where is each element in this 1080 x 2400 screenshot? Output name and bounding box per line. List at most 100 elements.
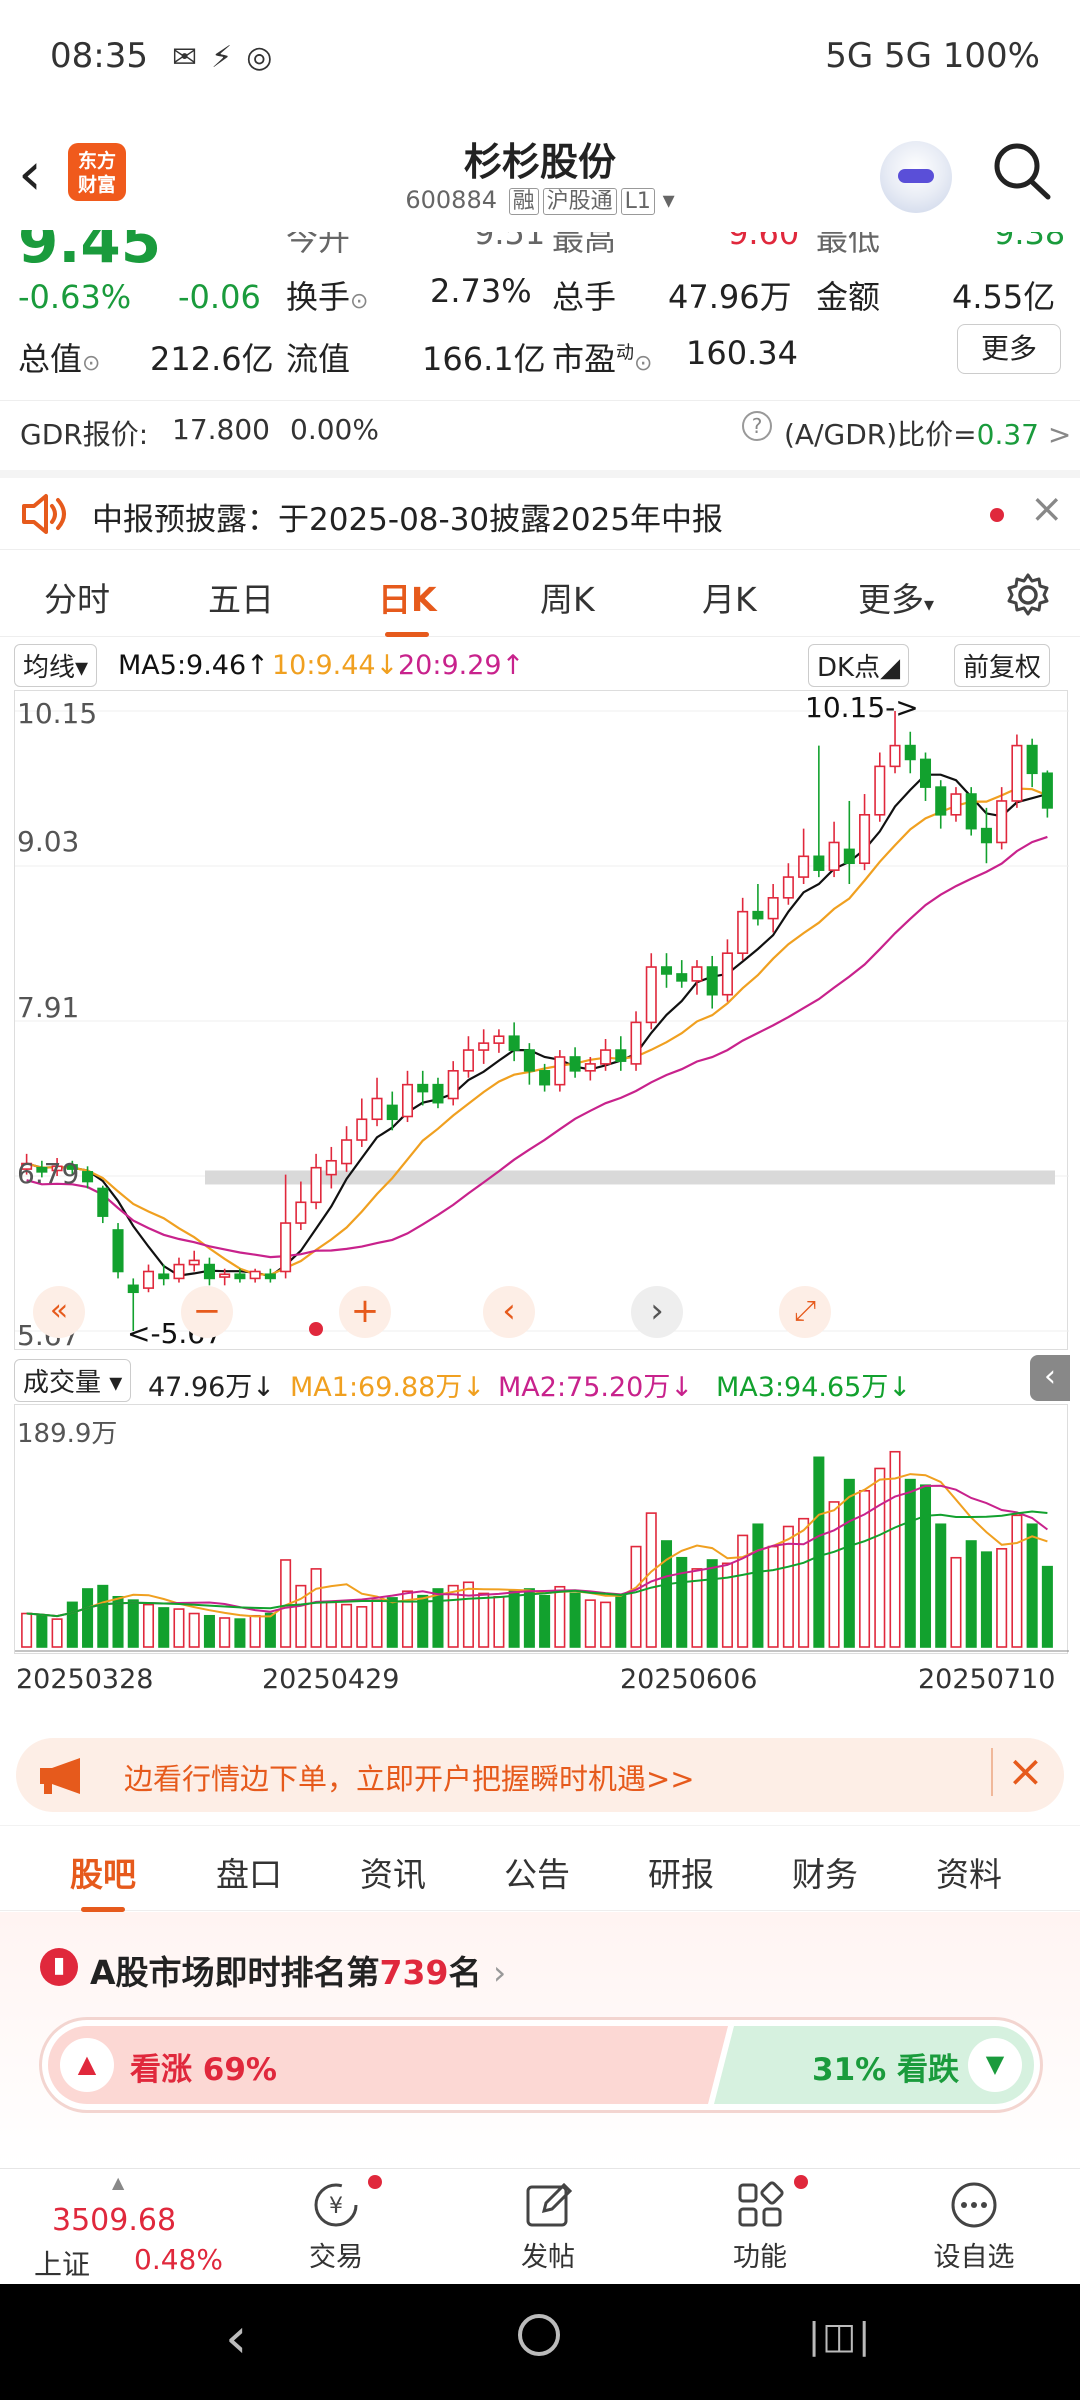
candle-body <box>127 1284 139 1294</box>
ma-select[interactable]: 均线▾ <box>14 644 98 687</box>
volume-bar <box>447 1584 459 1648</box>
candle-body <box>721 952 733 996</box>
scroll-left-icon[interactable]: ‹ <box>483 1286 535 1338</box>
mcap-label[interactable]: 总值⊙ <box>18 340 101 378</box>
grid-icon <box>738 2181 784 2227</box>
candle-body <box>904 744 916 761</box>
tab-announcements[interactable]: 公告 <box>504 1855 570 1894</box>
tab-more[interactable]: 更多▾ <box>858 580 935 619</box>
tab-research[interactable]: 研报 <box>648 1855 714 1894</box>
volume-bar <box>615 1594 627 1648</box>
adjust-button[interactable]: 前复权 <box>954 644 1051 687</box>
rank-text[interactable]: A股市场即时排名第739名 › <box>90 1953 507 1992</box>
volume-chart[interactable]: 189.9万 <box>14 1404 1069 1654</box>
collapse-panel-icon[interactable]: ‹ <box>1030 1355 1070 1401</box>
volume-bar <box>737 1534 749 1648</box>
tab-finance[interactable]: 财务 <box>792 1855 858 1894</box>
nav-home-icon[interactable] <box>518 2314 560 2356</box>
candle-body <box>142 1270 155 1289</box>
volume-bar <box>919 1484 932 1648</box>
volume-bar <box>249 1614 261 1648</box>
tag-margin: 融 <box>508 188 539 215</box>
candle-body <box>843 848 855 865</box>
candle-body <box>234 1273 246 1280</box>
candle-body <box>950 793 962 816</box>
candle-body <box>782 876 794 899</box>
volume-bar <box>904 1478 916 1648</box>
indicator-select[interactable]: 成交量 ▾ <box>14 1359 132 1402</box>
vol-ma3-line <box>26 1510 1048 1618</box>
candlestick-chart[interactable]: 10.15 9.03 7.91 6.79 5.67 10.15-> <-5.67… <box>14 690 1069 1352</box>
notice-text: 中报预披露：于2025-08-30披露2025年中报 <box>92 502 724 538</box>
nav-back-icon[interactable]: ‹ <box>225 2306 248 2371</box>
nav-recents-icon[interactable]: |◫| <box>808 2316 873 2357</box>
zoom-in-icon[interactable]: + <box>339 1286 391 1338</box>
dk-point-button[interactable]: DK点◢ <box>808 644 910 687</box>
marker-dot <box>309 1322 323 1336</box>
tab-monthly-k[interactable]: 月K <box>702 580 757 619</box>
pe-label[interactable]: 市盈动⊙ <box>552 340 653 378</box>
gdr-ratio[interactable]: (A/GDR)比价=0.37 > <box>784 418 1072 451</box>
dropdown-triangle-icon[interactable]: ▾ <box>662 186 675 214</box>
bullish-bar[interactable] <box>48 2026 728 2104</box>
band-overlay <box>205 1170 1055 1185</box>
volume-bar <box>539 1594 551 1648</box>
help-icon[interactable]: ? <box>742 411 772 441</box>
candle-body <box>112 1229 124 1273</box>
volume-bar <box>706 1559 718 1648</box>
volume-bar <box>112 1595 124 1648</box>
candle-body <box>158 1273 170 1280</box>
volume-bar <box>493 1595 505 1648</box>
volume-bar <box>36 1614 48 1648</box>
tab-news[interactable]: 资讯 <box>360 1855 426 1894</box>
search-icon[interactable] <box>990 139 1054 203</box>
bearish-arrow-icon[interactable]: ▼ <box>968 2038 1022 2092</box>
scroll-left-fast-icon[interactable]: « <box>33 1286 85 1338</box>
volume-bar <box>950 1556 962 1648</box>
scroll-right-icon[interactable]: › <box>631 1286 683 1338</box>
volume-bar <box>813 1456 825 1648</box>
settings-gear-icon[interactable] <box>1004 571 1052 619</box>
notice-bar[interactable]: 中报预披露：于2025-08-30披露2025年中报 × <box>0 470 1080 550</box>
promo-banner[interactable]: 边看行情边下单，立即开户把握瞬时机遇>> × <box>16 1738 1064 1812</box>
close-icon[interactable]: × <box>1030 486 1064 532</box>
volume-bar <box>158 1607 170 1648</box>
system-nav-bar: ‹ |◫| <box>0 2284 1080 2400</box>
candle-body <box>264 1273 276 1280</box>
add-watchlist-button[interactable]: 设自选 <box>904 2179 1044 2274</box>
index-pct: 0.48% <box>134 2243 223 2276</box>
gdr-label: GDR报价: <box>20 418 149 451</box>
ma5-line <box>26 773 1048 1278</box>
volume-bar <box>51 1618 63 1648</box>
tab-five-day[interactable]: 五日 <box>208 580 274 619</box>
volume-legend: 成交量 ▾ 47.96万↓ MA1:69.88万↓ MA2:75.20万↓ MA… <box>0 1355 1080 1405</box>
tab-weekly-k[interactable]: 周K <box>540 580 595 619</box>
zoom-out-icon[interactable]: − <box>181 1286 233 1338</box>
megaphone-icon <box>40 1758 80 1794</box>
fullscreen-icon[interactable]: ⤢ <box>779 1286 831 1338</box>
tab-orderbook[interactable]: 盘口 <box>216 1855 282 1894</box>
turnover-label[interactable]: 换手⊙ <box>286 278 369 316</box>
post-button[interactable]: 发帖 <box>478 2179 618 2274</box>
stock-code-line[interactable]: 600884 融沪股通 L1 ▾ <box>0 183 1080 215</box>
low-label: 最低 <box>816 220 881 258</box>
tab-daily-k[interactable]: 日K <box>378 573 437 637</box>
date-tick-3: 20250710 <box>918 1664 1056 1695</box>
trade-button[interactable]: ¥ 交易 <box>266 2179 406 2274</box>
chart-tabs: 分时 五日 日K 周K 月K 更多▾ <box>0 555 1080 637</box>
assistant-robot-icon[interactable] <box>880 141 952 213</box>
index-value[interactable]: 3509.68 <box>52 2203 177 2238</box>
tab-profile[interactable]: 资料 <box>936 1855 1002 1894</box>
features-button[interactable]: 功能 <box>690 2179 830 2274</box>
more-button[interactable]: 更多 <box>957 324 1061 374</box>
tab-intraday[interactable]: 分时 <box>44 580 110 619</box>
back-arrow-icon[interactable]: ‹ <box>18 139 42 209</box>
promo-close-icon[interactable]: × <box>991 1748 1044 1796</box>
index-name: 上证 <box>34 2248 91 2281</box>
tab-forum[interactable]: 股吧 <box>70 1848 136 1912</box>
candle-body <box>493 1035 505 1044</box>
bullish-arrow-icon[interactable]: ▲ <box>60 2038 114 2092</box>
clock: 08:35 <box>50 36 148 76</box>
candle-body <box>554 1056 566 1086</box>
candle-body <box>859 813 871 865</box>
